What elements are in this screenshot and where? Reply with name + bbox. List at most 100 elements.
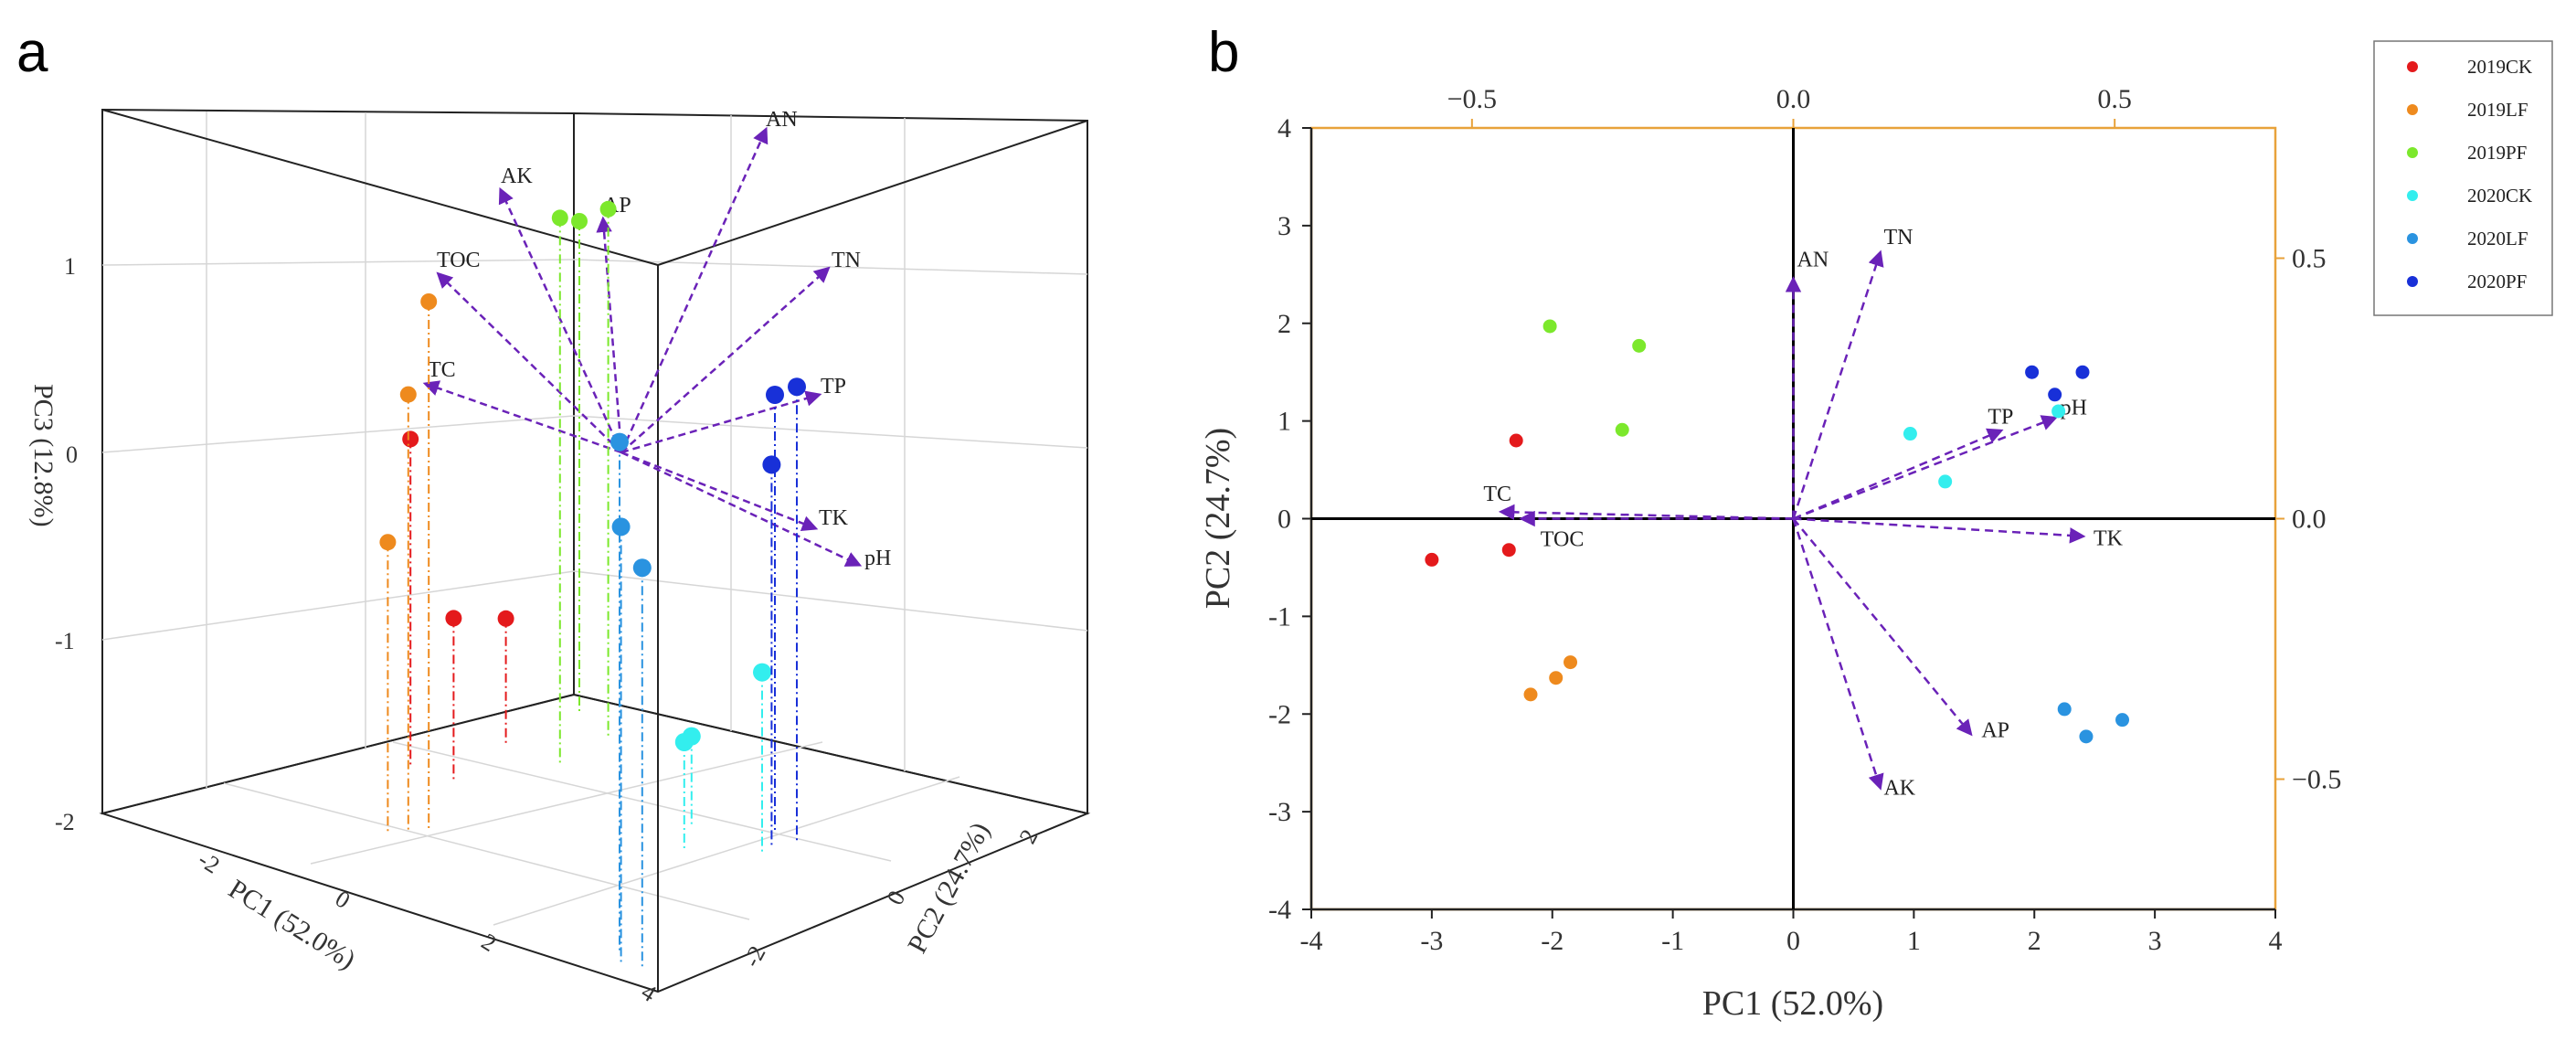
point3d-2019pf (599, 200, 617, 218)
x-tick-0: 0 (331, 885, 355, 913)
3d-z-ticks: 1 0 -1 -2 (55, 253, 78, 835)
legend-label-2019pf: 2019PF (2467, 142, 2527, 164)
legend-marker-2019lf (2407, 104, 2418, 115)
point3d-2020lf (632, 558, 652, 578)
vector-tn-3d (620, 266, 831, 453)
point3d-2020ck (674, 733, 694, 751)
top-tick-label: −0.5 (1447, 84, 1497, 114)
vector-ak (1792, 518, 1884, 791)
3d-box-front-edges (101, 109, 1088, 992)
vector-label-tk-3d: TK (819, 506, 849, 530)
point3d-2019lf (399, 386, 417, 403)
vector-label-ph-3d: pH (864, 547, 891, 570)
legend-box (2373, 40, 2553, 316)
y-tick-label: -3 (1268, 797, 1291, 827)
y-tick-label: 2 (1277, 309, 1291, 339)
point-2020ck (1903, 427, 1917, 441)
point3d-2019ck (445, 610, 462, 627)
y-tick-label: 1 (1277, 407, 1291, 437)
vector-ak-3d (498, 186, 623, 453)
legend: 2019CK 2019LF 2019PF 2020CK 2020LF 2020PF (2373, 40, 2553, 316)
legend-marker-2019ck (2407, 61, 2418, 72)
point-2020lf (2115, 713, 2130, 728)
3d-box-walls (99, 108, 1091, 993)
chart-biplot: -4 -3 -2 -1 0 1 2 3 4 -4 -3 -2 -1 0 1 2 3 4 −0.5 0.0 0.5 0.5 0… (1199, 84, 2341, 1023)
point3d-2019ck (497, 610, 514, 627)
panel-letter-b: b (1208, 21, 1239, 84)
x-tick-label: -3 (1420, 926, 1443, 956)
point3d-2020lf (611, 517, 631, 536)
point-2020lf (2057, 702, 2072, 717)
z-tick-1: 1 (64, 253, 76, 280)
x-tick-label: 2 (2028, 926, 2041, 956)
vector-tc-3d (422, 380, 622, 454)
vector-ap-3d (596, 216, 623, 453)
x-tick-label: -1 (1661, 926, 1684, 956)
vector-label-tc-3d: TC (428, 358, 456, 382)
vector-tp (1793, 428, 2004, 520)
y-tick-label: -2 (1268, 699, 1291, 729)
legend-label-2019lf: 2019LF (2467, 99, 2528, 121)
z-tick-m2: -2 (55, 809, 75, 835)
legend-label-2019ck: 2019CK (2467, 56, 2532, 78)
back-right-wall (573, 112, 1088, 815)
3d-vector-labels: AN AK AP TOC TN TC TP TK pH (428, 108, 891, 570)
x-tick-label: 4 (2269, 926, 2283, 956)
back-left-wall (101, 108, 575, 815)
point3d-2020pf (788, 377, 806, 397)
vector-ap (1792, 517, 1973, 737)
panel-letter-a: a (16, 21, 48, 84)
vector-label-ap: AP (1981, 719, 2009, 743)
3d-y-ticks: -2 0 2 (738, 825, 1044, 972)
3d-loading-vectors (422, 126, 863, 567)
point3d-2020pf (766, 386, 784, 404)
y-tick-0: 0 (882, 887, 911, 909)
vector-label-tn-3d: TN (832, 249, 861, 272)
vector-tp-3d (620, 390, 822, 454)
vector-tk-3d (620, 451, 819, 532)
vector-label-tk: TK (2094, 527, 2124, 551)
y-tick-label: 4 (1277, 113, 1291, 143)
z-tick-m1: -1 (55, 628, 75, 654)
z-tick-0: 0 (66, 441, 78, 468)
point-2020ck (1938, 474, 1953, 489)
point-2020lf (2079, 729, 2094, 744)
point3d-2019pf (551, 209, 568, 227)
x-tick-label: 3 (2148, 926, 2162, 956)
axis-label-pc2-3d: PC2 (24.7%) (902, 817, 996, 958)
legend-marker-2020ck (2407, 190, 2418, 201)
y-tick-label: 0 (1277, 505, 1291, 535)
vector-label-tp-3d: TP (821, 375, 846, 398)
vector-label-an-3d: AN (766, 108, 798, 132)
y-tick-label: 3 (1277, 211, 1291, 241)
legend-label-2020ck: 2020CK (2467, 185, 2532, 207)
point-2019lf (1564, 655, 1578, 670)
point-2019pf (1542, 319, 1557, 334)
biplot-points (1425, 319, 2130, 744)
vector-label-toc-3d: TOC (437, 249, 481, 272)
point3d-2020pf (762, 455, 781, 474)
vector-label-ak: AK (1883, 776, 1915, 800)
axis-label-pc2: PC2 (24.7%) (1199, 428, 1237, 609)
axis-label-pc3-3d: PC3 (12.8%) (28, 384, 58, 527)
3d-x-ticks: -2 0 2 4 (194, 845, 661, 1006)
point3d-2019lf (420, 293, 438, 310)
vector-label-toc: TOC (1541, 528, 1585, 552)
vector-tn (1792, 250, 1884, 519)
point-2019ck (1509, 433, 1523, 448)
chart-3d-pca: 1 0 -1 -2 -2 0 2 4 -2 0 2 PC1 (52.0%) PC… (28, 108, 1091, 1007)
legend-label-2020lf: 2020LF (2467, 228, 2528, 250)
legend-items: 2019CK 2019LF 2019PF 2020CK 2020LF 2020PF (2407, 56, 2532, 292)
top-tick-label: 0.0 (1776, 84, 1811, 114)
x-tick-label: 1 (1907, 926, 1921, 956)
vector-label-an: AN (1797, 249, 1829, 272)
vector-ph (1793, 415, 2058, 520)
vector-label-ph: pH (2061, 396, 2087, 420)
x-tick-label: -2 (1541, 926, 1564, 956)
y-tick-label: -4 (1268, 895, 1291, 925)
point3d-2019ck (402, 430, 419, 448)
point-2020pf (2075, 365, 2090, 379)
axis-label-pc1: PC1 (52.0%) (1702, 984, 1883, 1023)
vector-label-ak-3d: AK (501, 165, 533, 188)
